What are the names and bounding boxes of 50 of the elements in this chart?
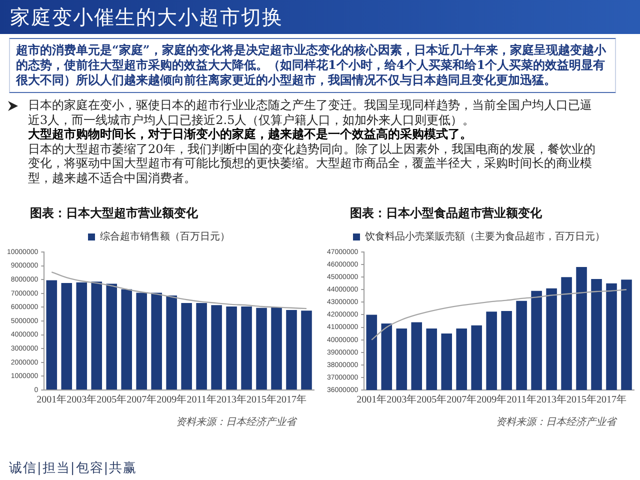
line-series xyxy=(371,289,628,340)
bar xyxy=(271,307,282,390)
bar xyxy=(166,295,177,390)
x-tick-label: 2007年 xyxy=(126,394,157,406)
text: 资料来源：日本经济产业省 xyxy=(495,416,618,429)
text: 诚信|担当|包容|共赢 xyxy=(9,460,138,477)
text: 资料来源：日本经济产业省 xyxy=(175,416,298,429)
x-tick-label: 2011年 xyxy=(506,394,536,406)
bar xyxy=(301,310,312,390)
chart-title: 图表：日本大型超市营业额变化 xyxy=(29,205,199,222)
x-tick-label: 2015年 xyxy=(246,394,277,406)
legend-label: 综合超市销售额（百万日元） xyxy=(100,230,230,243)
x-tick-label: 2013年 xyxy=(216,394,247,406)
bar xyxy=(256,308,267,390)
x-tick-label: 2007年 xyxy=(446,394,477,406)
x-tick-label: 2009年 xyxy=(476,394,507,406)
legend-label: 饮食料品小売業販売額（主要为食品超市，百万日元） xyxy=(364,230,605,243)
bar xyxy=(241,306,252,390)
bar xyxy=(61,283,72,390)
x-tick-label: 2005年 xyxy=(416,394,447,406)
text: 家庭变小催生的大小超市切换 xyxy=(10,5,283,29)
text: 日本的大型超市萎缩了20年，我们判断中国的变化趋势同向。除了以上因素外，我国电商的发展，餐饮业的变化，将驱动中国大型超市有可能比预想的更快萎缩。大型超市商品全，覆盖半径大，采购时间长的商业模型，越来越不适合中国消费者。 xyxy=(28,142,596,185)
x-tick-label: 2009年 xyxy=(156,394,187,406)
x-tick-label: 2013年 xyxy=(536,394,567,406)
bar xyxy=(286,310,297,390)
x-tick-label: 2011年 xyxy=(186,394,216,406)
bar xyxy=(196,303,207,390)
x-tick-label: 2003年 xyxy=(66,394,97,406)
x-tick-label: 2001年 xyxy=(356,394,387,406)
bar xyxy=(91,282,102,390)
line-series xyxy=(51,271,308,310)
bar xyxy=(151,292,162,390)
chart-title: 图表：日本小型食品超市营业额变化 xyxy=(349,205,543,222)
bar xyxy=(136,292,147,390)
text: 超市的消费单元是“家庭”，家庭的变化将是决定超市业态变化的核心因素，日本近几十年来，家庭呈现越变越小的态势，使前往大型超市采购的效益大大降低。（如同样花1个小时，给4个人买菜和给1个人买菜的效益明显有很大不同）所以人们越来越倾向前往离家更近的小型超市，我国情况不仅与日本趋同且变化更加迅猛。 xyxy=(9,38,616,93)
text: 日本的家庭在变小，驱使日本的超市行业业态随之产生了变迁。我国呈现同样趋势，当前全国户均人口已逼近3人，而一线城市户均人口已接近2.5人（仅算户籍人口，如加外来人口则更低）。 xyxy=(28,98,593,127)
x-tick-label: 2005年 xyxy=(96,394,127,406)
x-tick-label: 2001年 xyxy=(36,394,67,406)
text: 大型超市购物时间长，对于日渐变小的家庭，越来越不是一个效益高的采购模式了。 xyxy=(28,127,473,142)
bar xyxy=(46,280,58,390)
bar xyxy=(76,282,88,390)
x-tick-label: 2017年 xyxy=(276,394,307,406)
bar xyxy=(211,305,222,390)
bar xyxy=(121,289,132,390)
x-tick-label: 2003年 xyxy=(386,394,417,406)
x-tick-label: 2017年 xyxy=(596,394,627,406)
bar xyxy=(106,284,118,390)
x-tick-label: 2015年 xyxy=(566,394,597,406)
bar xyxy=(181,303,192,390)
bar xyxy=(226,306,237,390)
